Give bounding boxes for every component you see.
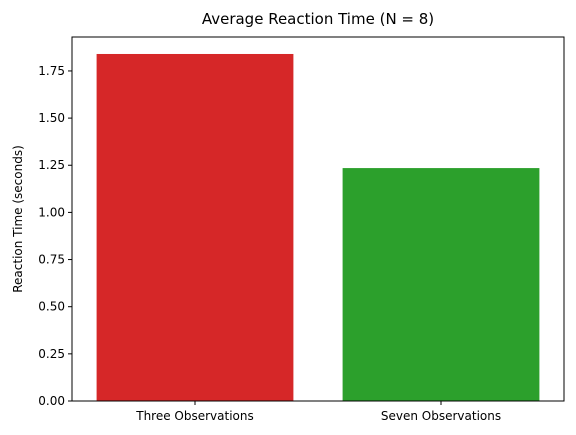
chart-title: Average Reaction Time (N = 8) — [202, 10, 434, 28]
bar-0 — [96, 53, 294, 402]
y-tick-label-7: 1.75 — [38, 64, 65, 78]
bar-1 — [342, 168, 540, 401]
y-tick-label-4: 1.00 — [38, 205, 65, 219]
x-tick-label-0: Three Observations — [135, 409, 254, 423]
y-axis: 0.00 0.25 0.50 0.75 1.00 1.25 1.50 1.75 — [38, 64, 72, 408]
x-axis: Three Observations Seven Observations — [135, 401, 501, 423]
y-axis-label: Reaction Time (seconds) — [11, 145, 25, 293]
x-tick-label-1: Seven Observations — [381, 409, 501, 423]
bars-layer — [96, 53, 540, 402]
y-tick-label-3: 0.75 — [38, 253, 65, 267]
y-tick-label-2: 0.50 — [38, 300, 65, 314]
y-tick-label-1: 0.25 — [38, 347, 65, 361]
y-tick-label-0: 0.00 — [38, 394, 65, 408]
y-tick-label-5: 1.25 — [38, 158, 65, 172]
plot-frame — [71, 36, 565, 402]
y-tick-label-6: 1.50 — [38, 111, 65, 125]
